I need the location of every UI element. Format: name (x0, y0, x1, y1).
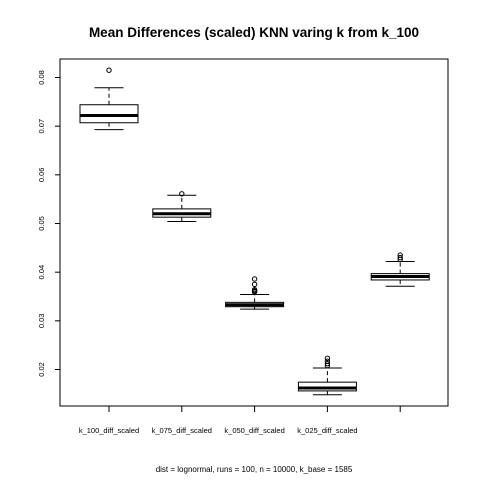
outlier-point (251, 281, 258, 288)
x-tick-label: k_050_diff_scaled (224, 426, 284, 435)
x-tick-label: k_100_diff_scaled (79, 426, 139, 435)
x-axis: k_100_diff_scaled k_075_diff_scaled k_050_… (79, 406, 401, 435)
outlier-point (324, 355, 331, 362)
y-tick-label: 0.05 (37, 216, 46, 231)
outlier-point (251, 276, 258, 282)
outlier-point (324, 360, 331, 367)
box-iqr (79, 104, 139, 124)
outlier-point (324, 358, 331, 364)
box-series (79, 67, 430, 396)
outlier-point (106, 67, 112, 73)
y-tick-label: 0.04 (37, 265, 46, 280)
outlier-point (397, 254, 403, 261)
y-tick-label: 0.07 (37, 119, 46, 134)
y-tick-label: 0.02 (37, 362, 46, 377)
box-plot-group (152, 191, 212, 223)
y-tick-label: 0.08 (37, 70, 46, 85)
plot-frame (59, 58, 449, 407)
outlier-point (179, 191, 185, 197)
x-tick-label: k_075_diff_scaled (152, 426, 212, 435)
outlier-point (397, 252, 403, 258)
box-plot-group (370, 252, 430, 287)
chart-subtitle: dist = lognormal, runs = 100, n = 10000,… (156, 465, 353, 474)
box-plot-group (297, 355, 357, 396)
box-plot-group (79, 67, 139, 131)
box-plot-group (225, 276, 285, 310)
y-tick-label: 0.03 (37, 314, 46, 329)
chart-title: Mean Differences (scaled) KNN varing k f… (89, 25, 419, 40)
y-tick-label: 0.06 (37, 168, 46, 183)
y-axis: 0.02 0.03 0.04 0.05 0.06 0.07 0.08 (37, 70, 60, 377)
x-tick-label: k_025_diff_scaled (297, 426, 357, 435)
outlier-point (251, 286, 258, 293)
